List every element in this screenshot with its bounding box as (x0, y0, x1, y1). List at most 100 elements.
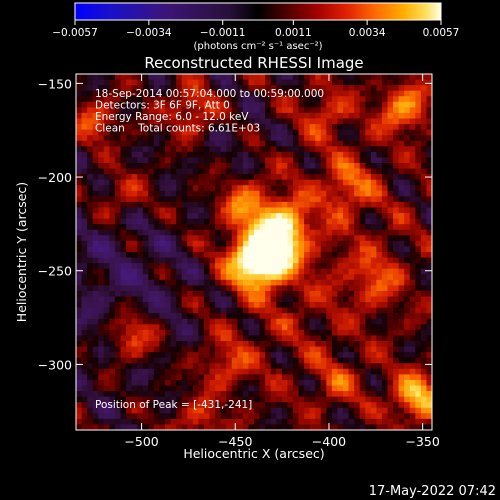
heatmap-cell (203, 285, 210, 292)
heatmap-cell (142, 307, 149, 314)
heatmap-cell (254, 179, 260, 186)
heatmap-cell (215, 285, 222, 292)
heatmap-cell (292, 90, 299, 97)
heatmap-cell (259, 157, 266, 164)
heatmap-cell (315, 290, 322, 297)
heatmap-cell (153, 207, 160, 214)
heatmap-cell (420, 163, 427, 169)
heatmap-cell (159, 240, 166, 247)
heatmap-cell (87, 307, 94, 314)
heatmap-cell (304, 296, 311, 303)
heatmap-cell (165, 213, 171, 220)
heatmap-cell (331, 396, 338, 403)
heatmap-cell (120, 229, 127, 236)
heatmap-cell (404, 185, 411, 192)
heatmap-cell (153, 135, 160, 142)
heatmap-cell (326, 157, 333, 164)
heatmap-cell (142, 352, 149, 359)
heatmap-cell (248, 335, 255, 342)
heatmap-cell (315, 224, 322, 231)
heatmap-cell (242, 257, 249, 264)
heatmap-cell (153, 357, 160, 364)
heatmap-cell (126, 229, 133, 236)
heatmap-cell (126, 196, 133, 203)
heatmap-cell (415, 151, 422, 158)
heatmap-cell (326, 96, 333, 103)
heatmap-cell (237, 307, 244, 314)
heatmap-cell (343, 207, 349, 214)
heatmap-cell (187, 302, 194, 309)
heatmap-cell (109, 368, 116, 375)
heatmap-cell (365, 302, 372, 309)
heatmap-cell (148, 318, 155, 325)
heatmap-cell (315, 185, 322, 192)
heatmap-cell (376, 424, 383, 430)
heatmap-cell (120, 363, 127, 370)
heatmap-cell (359, 257, 366, 264)
heatmap-cell (254, 224, 260, 231)
heatmap-cell (409, 151, 416, 158)
heatmap-cell (198, 179, 205, 186)
heatmap-cell (109, 157, 116, 164)
heatmap-cell (331, 90, 338, 97)
heatmap-cell (92, 146, 99, 153)
heatmap-cell (387, 352, 394, 359)
heatmap-cell (420, 90, 427, 97)
heatmap-cell (381, 413, 388, 420)
heatmap-cell (165, 413, 171, 420)
heatmap-cell (393, 379, 400, 386)
heatmap-cell (354, 112, 361, 119)
heatmap-cell (370, 240, 377, 247)
heatmap-cell (381, 85, 388, 92)
heatmap-cell (287, 101, 294, 108)
heatmap-cell (142, 335, 149, 342)
heatmap-cell (348, 74, 355, 80)
heatmap-cell (337, 385, 344, 392)
heatmap-cell (242, 335, 249, 342)
heatmap-cell (348, 252, 355, 258)
heatmap-cell (343, 324, 349, 331)
heatmap-cell (170, 224, 177, 231)
heatmap-cell (304, 240, 311, 247)
heatmap-cell (198, 85, 205, 92)
heatmap-cell (259, 274, 266, 281)
heatmap-cell (343, 413, 349, 420)
heatmap-cell (381, 179, 388, 186)
heatmap-cell (176, 135, 183, 142)
heatmap-cell (226, 424, 233, 430)
heatmap-cell (231, 224, 238, 231)
heatmap-cell (281, 407, 288, 414)
heatmap-cell (393, 185, 400, 192)
heatmap-cell (103, 168, 110, 175)
heatmap-cell (109, 352, 116, 359)
heatmap-cell (276, 201, 283, 208)
heatmap-cell (98, 174, 105, 181)
heatmap-cell (220, 374, 227, 381)
heatmap-cell (131, 352, 138, 359)
heatmap-cell (203, 157, 210, 164)
heatmap-cells (76, 74, 432, 430)
heatmap-cell (114, 213, 121, 220)
heatmap-cell (220, 218, 227, 225)
heatmap-cell (231, 252, 238, 258)
heatmap-cell (359, 318, 366, 325)
heatmap-cell (315, 307, 322, 314)
heatmap-cell (387, 402, 394, 409)
heatmap-cell (320, 385, 327, 392)
heatmap-cell (376, 124, 383, 131)
heatmap-cell (320, 257, 327, 264)
heatmap-cell (142, 268, 149, 275)
heatmap-cell (98, 363, 105, 370)
heatmap-cell (309, 107, 316, 114)
heatmap-cell (170, 313, 177, 320)
heatmap-cell (215, 140, 222, 147)
heatmap-cell (398, 374, 405, 381)
heatmap-cell (337, 274, 344, 281)
heatmap-cell (109, 296, 116, 303)
heatmap-cell (270, 424, 277, 430)
heatmap-cell (237, 379, 244, 386)
heatmap-cell (103, 235, 110, 242)
heatmap-cell (109, 246, 116, 253)
heatmap-cell (114, 90, 121, 97)
heatmap-cell (103, 368, 110, 375)
